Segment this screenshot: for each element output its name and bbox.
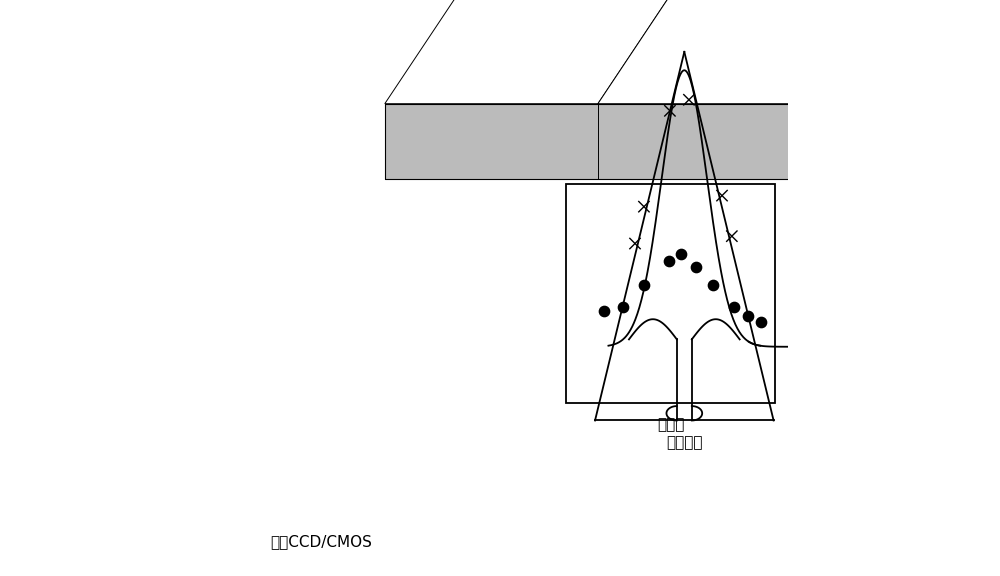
Point — [596, 306, 612, 316]
Point — [705, 281, 721, 290]
Point — [740, 311, 756, 320]
Point — [726, 302, 742, 312]
Polygon shape — [385, 0, 725, 104]
Text: 线阵CCD/CMOS: 线阵CCD/CMOS — [271, 534, 372, 549]
Text: 平面图: 平面图 — [657, 418, 684, 433]
Bar — [566, 184, 775, 403]
Point — [688, 263, 704, 272]
Point — [753, 317, 769, 327]
Point — [636, 281, 652, 290]
Polygon shape — [598, 0, 938, 104]
Point — [673, 250, 689, 259]
Polygon shape — [811, 0, 1000, 104]
Text: 待扫描树: 待扫描树 — [666, 435, 703, 450]
Point — [615, 302, 631, 312]
Point — [661, 256, 677, 266]
Polygon shape — [385, 104, 1000, 179]
